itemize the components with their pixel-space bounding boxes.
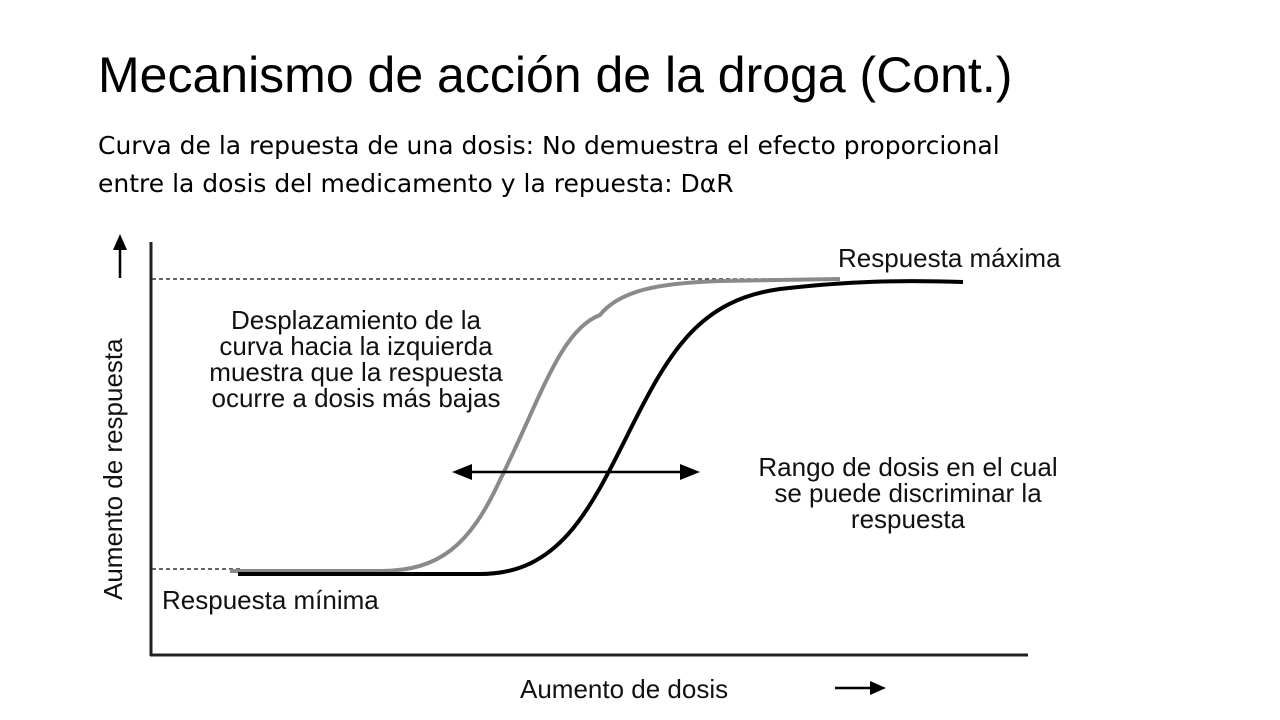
y-axis-arrow-icon <box>113 234 127 278</box>
range-note: Rango de dosis en el cual se puede discr… <box>758 452 1057 534</box>
reference-curve <box>238 279 964 576</box>
shift-note-line: curva hacia la izquierda <box>219 331 493 361</box>
shift-note-line: muestra que la respuesta <box>209 357 503 387</box>
range-note-line: respuesta <box>851 504 966 534</box>
shift-note-line: Desplazamiento de la <box>231 305 482 335</box>
range-note-line: Rango de dosis en el cual <box>758 452 1057 482</box>
min-response-label: Respuesta mínima <box>162 585 379 615</box>
max-response-label: Respuesta máxima <box>838 243 1061 273</box>
subtitle-line-2: entre la dosis del medicamento y la repu… <box>98 169 734 198</box>
x-axis-arrow-icon <box>835 681 886 695</box>
x-axis-label: Aumento de dosis <box>520 674 728 704</box>
left-shifted-curve <box>230 277 841 573</box>
y-axis-label: Aumento de respuesta <box>98 338 128 600</box>
subtitle-line-1: Curva de la repuesta de una dosis: No de… <box>98 131 1000 160</box>
slide-title: Mecanismo de acción de la droga (Cont.) <box>98 47 1013 103</box>
dose-range-arrow <box>452 464 700 480</box>
shift-note-line: ocurre a dosis más bajas <box>211 383 500 413</box>
slide-subtitle: Curva de la repuesta de una dosis: No de… <box>98 127 1198 203</box>
range-note-line: se puede discriminar la <box>774 478 1042 508</box>
shift-note: Desplazamiento de la curva hacia la izqu… <box>209 305 503 413</box>
